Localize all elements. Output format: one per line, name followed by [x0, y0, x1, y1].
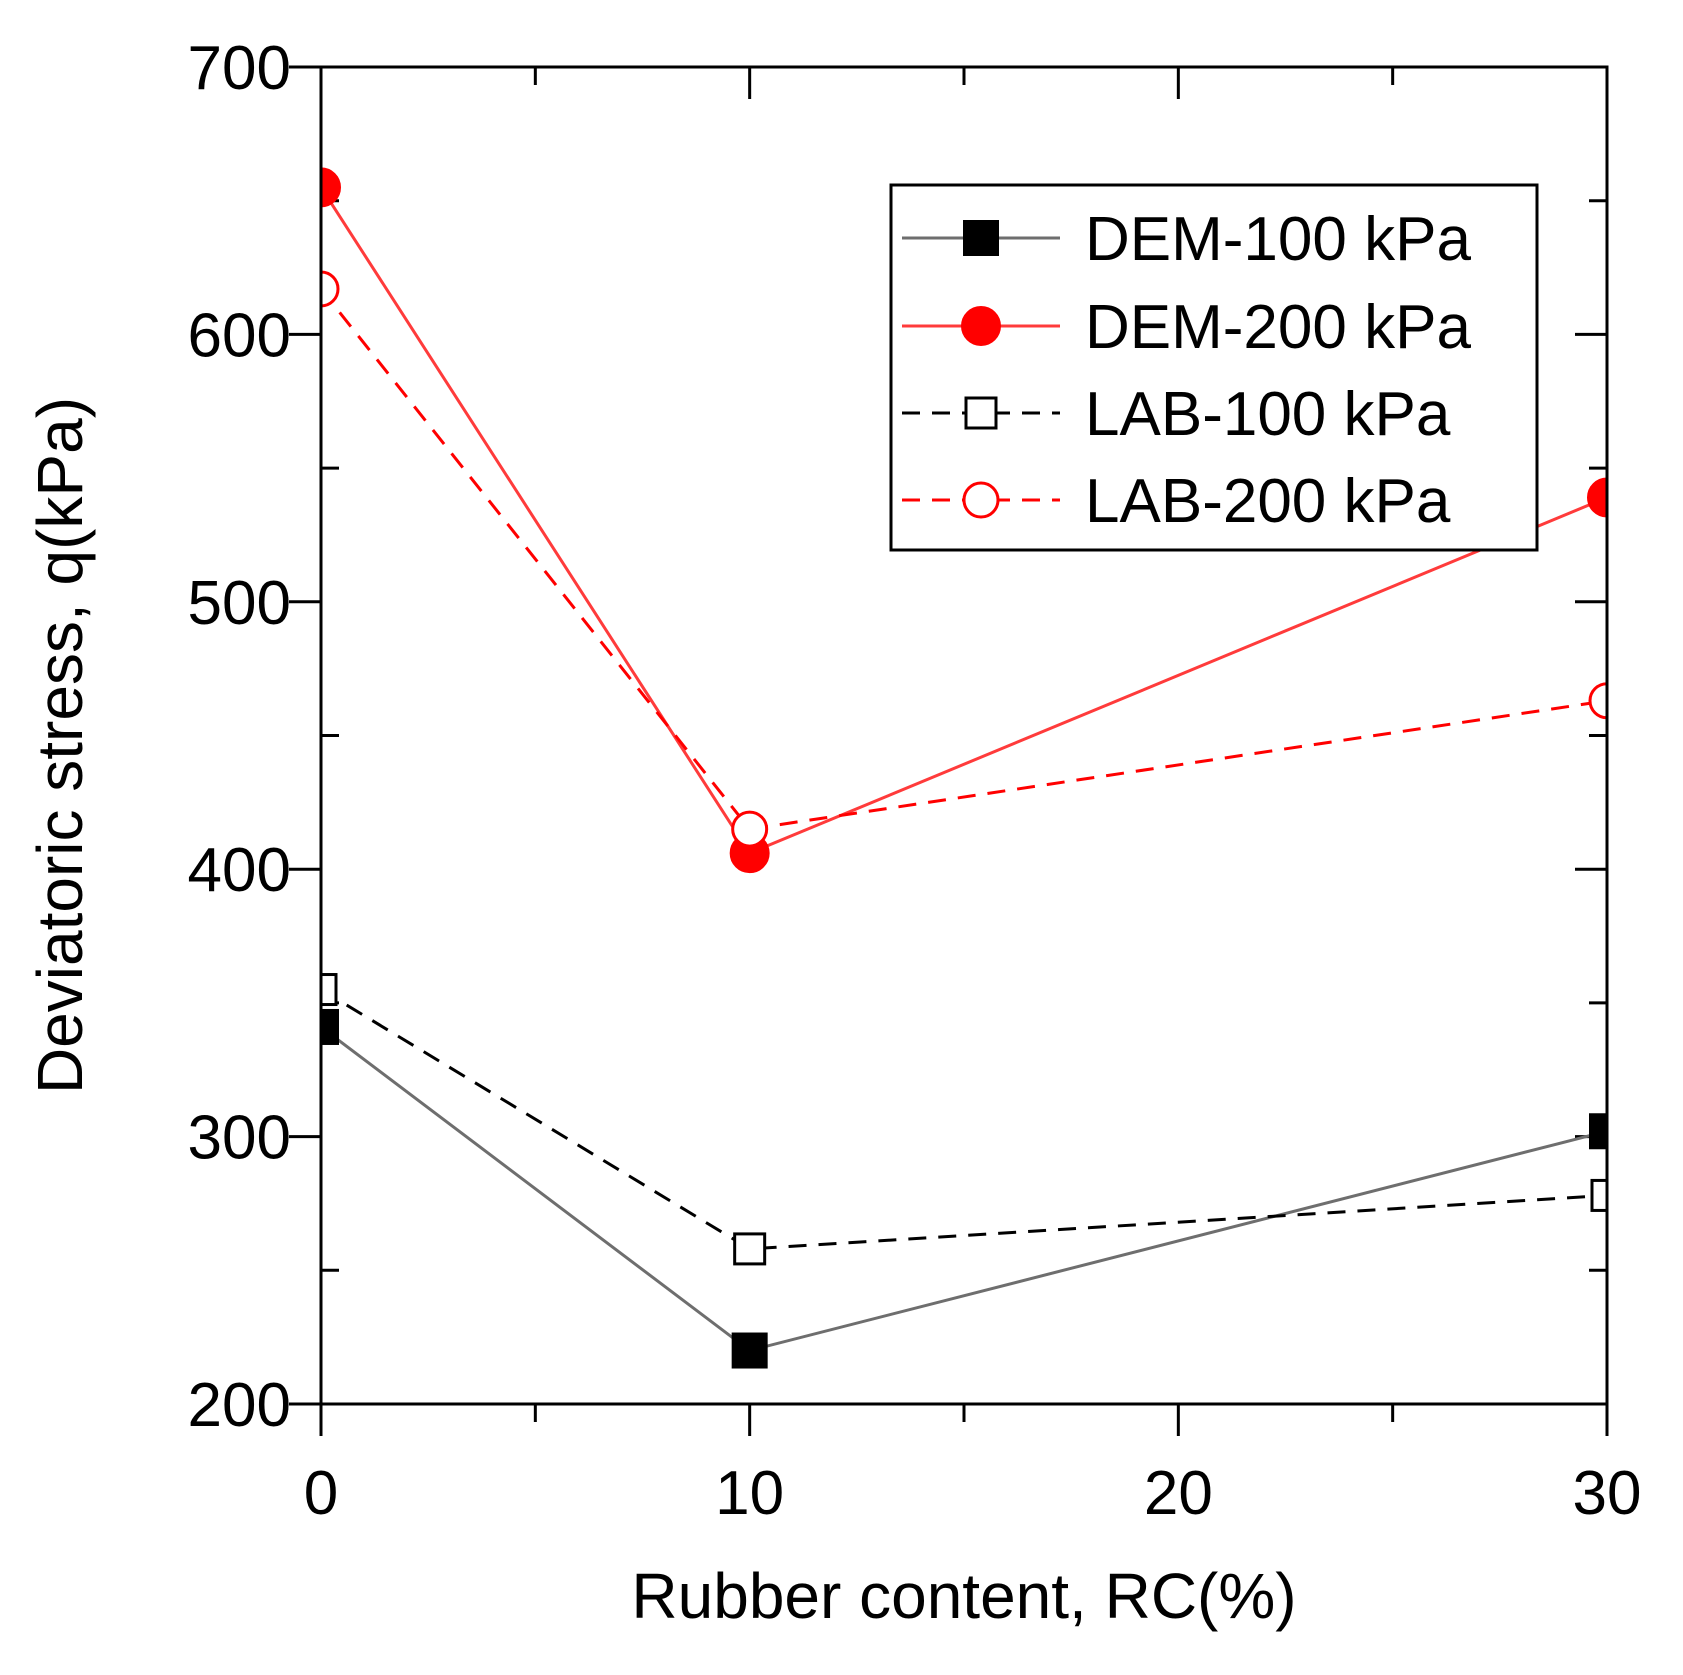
series-lab-100-kpa	[321, 973, 1607, 1266]
x-tick-label: 30	[1573, 1459, 1642, 1528]
series-line-lab-100-kpa	[321, 988, 1607, 1251]
x-axis-title: Rubber content, RC(%)	[631, 1560, 1296, 1632]
series-line-lab-200-kpa	[321, 288, 1607, 831]
data-point-dem-100-kpa	[321, 1008, 339, 1045]
data-point-lab-100-kpa	[321, 973, 338, 1007]
legend-label: DEM-200 kPa	[1085, 293, 1471, 362]
y-tick-label: 500	[188, 569, 291, 638]
series-layer	[321, 167, 1607, 1369]
y-tick-label: 200	[188, 1371, 291, 1440]
series-dem-100-kpa	[321, 1008, 1607, 1369]
legend-item-lab-100-kpa: LAB-100 kPa	[902, 380, 1451, 449]
legend-marker	[961, 306, 1001, 346]
legend-label: LAB-200 kPa	[1085, 467, 1451, 536]
legend-label: LAB-100 kPa	[1085, 380, 1451, 449]
legend-marker	[964, 396, 998, 430]
legend-marker	[963, 220, 999, 256]
legend-label: DEM-100 kPa	[1085, 205, 1471, 274]
legend-item-dem-200-kpa: DEM-200 kPa	[902, 293, 1471, 362]
data-point-lab-200-kpa	[731, 810, 769, 848]
data-point-dem-100-kpa	[731, 1332, 768, 1369]
x-tick-label: 20	[1144, 1459, 1213, 1528]
x-tick-label: 0	[304, 1459, 338, 1528]
data-point-dem-200-kpa	[321, 167, 341, 208]
plot-frame	[319, 65, 1609, 1406]
x-tick-label: 10	[715, 1459, 784, 1528]
data-point-lab-100-kpa	[1590, 1178, 1607, 1212]
legend-item-lab-200-kpa: LAB-200 kPa	[902, 467, 1451, 536]
data-point-lab-200-kpa	[1588, 682, 1607, 720]
legend-marker	[962, 481, 1000, 519]
legend: DEM-100 kPa DEM-200 kPa LAB-100 kPa LAB-200…	[889, 183, 1539, 552]
legend-item-dem-100-kpa: DEM-100 kPa	[902, 205, 1471, 274]
series-line-dem-100-kpa	[321, 1025, 1607, 1353]
data-point-lab-200-kpa	[321, 270, 340, 308]
series-lab-200-kpa	[321, 270, 1607, 848]
y-tick-label: 300	[188, 1104, 291, 1173]
tick-labels: 0 10 20 30 200 300 400 500 600 700	[188, 34, 1642, 1528]
y-tick-label: 600	[188, 301, 291, 370]
data-point-lab-100-kpa	[733, 1232, 767, 1266]
y-tick-label: 400	[188, 836, 291, 905]
data-point-dem-200-kpa	[1587, 477, 1607, 518]
y-axis-title: Deviatoric stress, q(kPa)	[24, 397, 96, 1094]
y-tick-label: 700	[188, 34, 291, 103]
data-point-dem-100-kpa	[1589, 1113, 1607, 1150]
